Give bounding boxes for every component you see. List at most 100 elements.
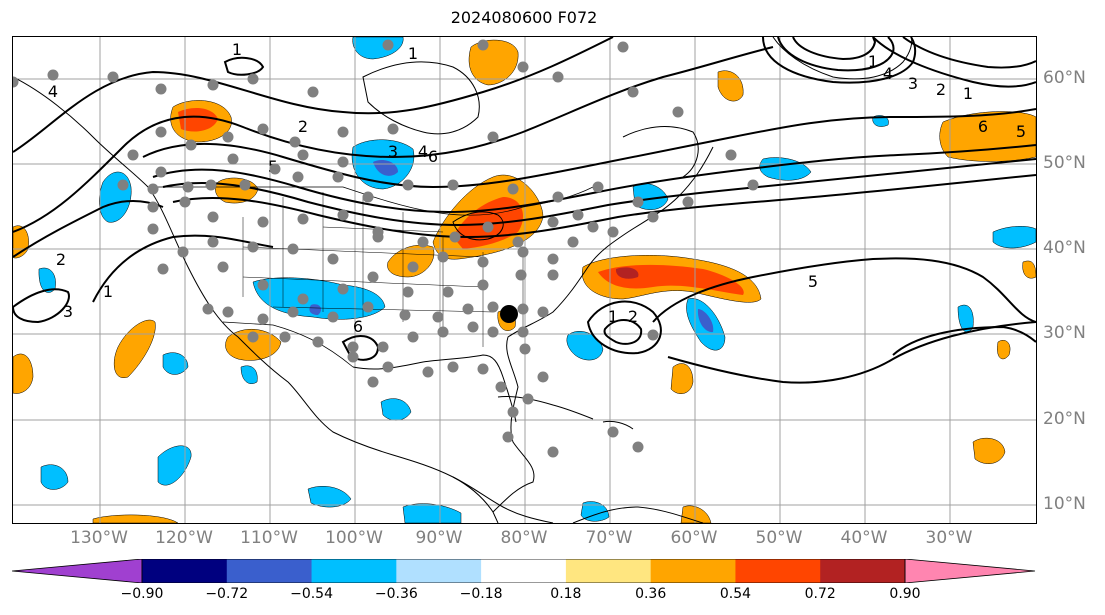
contour-line — [667, 321, 1036, 384]
central-america — [452, 476, 554, 523]
station-dot — [257, 313, 269, 325]
station-dot — [402, 179, 414, 191]
station-dot — [247, 73, 259, 85]
colorbar-outline — [141, 559, 906, 583]
station-dot — [407, 261, 419, 273]
contour-label: 6 — [428, 147, 438, 166]
station-dot — [537, 371, 549, 383]
anomaly-shade — [99, 171, 132, 223]
latitude-label: 10°N — [1043, 494, 1086, 514]
station-dot — [182, 181, 194, 193]
station-dot — [127, 149, 139, 161]
colorbar-tick-label: −0.18 — [459, 586, 503, 602]
storm-center-marker — [500, 305, 518, 323]
colorbar-bin — [565, 559, 652, 583]
latitude-label: 40°N — [1043, 238, 1086, 258]
station-dot — [682, 196, 694, 208]
station-dot — [147, 201, 159, 213]
contour-label: 2 — [298, 117, 308, 136]
station-dot — [337, 156, 349, 168]
station-dot — [157, 263, 169, 275]
colorbar-tick-label: 0.72 — [804, 586, 836, 602]
station-dot — [222, 306, 234, 318]
anomaly-shade — [992, 226, 1036, 249]
station-dot — [477, 256, 489, 268]
station-dot — [297, 293, 309, 305]
anomaly-shade — [1022, 260, 1036, 279]
contour-line — [652, 257, 1036, 323]
anomaly-shade — [402, 503, 462, 523]
contour-label: 2 — [56, 250, 66, 269]
anomaly-shade — [13, 353, 34, 394]
contour-line — [603, 319, 643, 345]
station-dot — [327, 311, 339, 323]
longitude-label: 60°W — [670, 528, 718, 548]
station-dot — [417, 236, 429, 248]
longitude-label: 40°W — [840, 528, 888, 548]
station-dot — [495, 381, 507, 393]
map-canvas: 1123456651234561214321 — [13, 37, 1036, 523]
station-dot — [647, 329, 659, 341]
station-dot — [402, 286, 414, 298]
station-dot — [487, 301, 499, 313]
station-dot — [592, 181, 604, 193]
anomaly-shade — [957, 304, 974, 333]
station-dot — [477, 39, 489, 51]
station-dot — [382, 361, 394, 373]
latitude-label: 30°N — [1043, 323, 1086, 343]
longitude-label: 100°W — [325, 528, 383, 548]
anomaly-shade — [939, 111, 1036, 162]
us-mexico-border — [222, 321, 354, 368]
colorbar-tick-label: −0.36 — [374, 586, 418, 602]
anomaly-shade — [225, 328, 282, 361]
contour-label: 2 — [936, 80, 946, 99]
anomaly-shade — [113, 319, 156, 379]
station-dot — [202, 303, 214, 315]
station-dot — [13, 76, 19, 88]
colorbar-bin — [396, 559, 482, 583]
station-dot — [507, 406, 519, 418]
contour-label: 3 — [388, 142, 398, 161]
station-dot — [222, 131, 234, 143]
contour-label: 4 — [48, 82, 58, 101]
anomaly-shade — [697, 309, 714, 333]
anomaly-shade — [972, 437, 1006, 464]
latitude-label: 50°N — [1043, 153, 1086, 173]
coastlines-borders — [13, 37, 913, 523]
colorbar-bin — [226, 559, 313, 583]
station-dot — [147, 183, 159, 195]
station-dot — [147, 223, 159, 235]
station-dot — [512, 236, 524, 248]
labrador — [622, 126, 699, 178]
colorbar — [12, 559, 1036, 583]
station-dot — [287, 243, 299, 255]
contour-label: 1 — [232, 40, 242, 59]
station-dot — [227, 153, 239, 165]
station-dot — [205, 179, 217, 191]
station-dot — [279, 331, 291, 343]
anomaly-shade — [240, 365, 258, 384]
hudson-bay — [362, 61, 480, 135]
anomaly-shade — [468, 39, 519, 86]
station-dot — [647, 211, 659, 223]
station-dot — [432, 311, 444, 323]
anomaly-shade — [92, 514, 179, 523]
anomaly-shade — [352, 37, 404, 60]
station-dot — [567, 236, 579, 248]
contour-line — [872, 37, 1036, 88]
colorbar-tick-label: 0.54 — [719, 586, 752, 602]
contour-line — [792, 37, 877, 61]
station-markers — [13, 39, 759, 458]
contour-line — [777, 37, 895, 72]
longitude-label: 50°W — [755, 528, 803, 548]
station-dot — [312, 336, 324, 348]
longitude-label: 30°W — [925, 528, 973, 548]
station-dot — [207, 79, 219, 91]
contour-line — [172, 174, 1036, 239]
station-dot — [269, 163, 281, 175]
anomaly-shade — [309, 304, 322, 315]
station-dot — [185, 139, 197, 151]
latitude-label: 60°N — [1043, 68, 1086, 88]
station-dot — [517, 61, 529, 73]
anomaly-shade — [997, 339, 1011, 360]
